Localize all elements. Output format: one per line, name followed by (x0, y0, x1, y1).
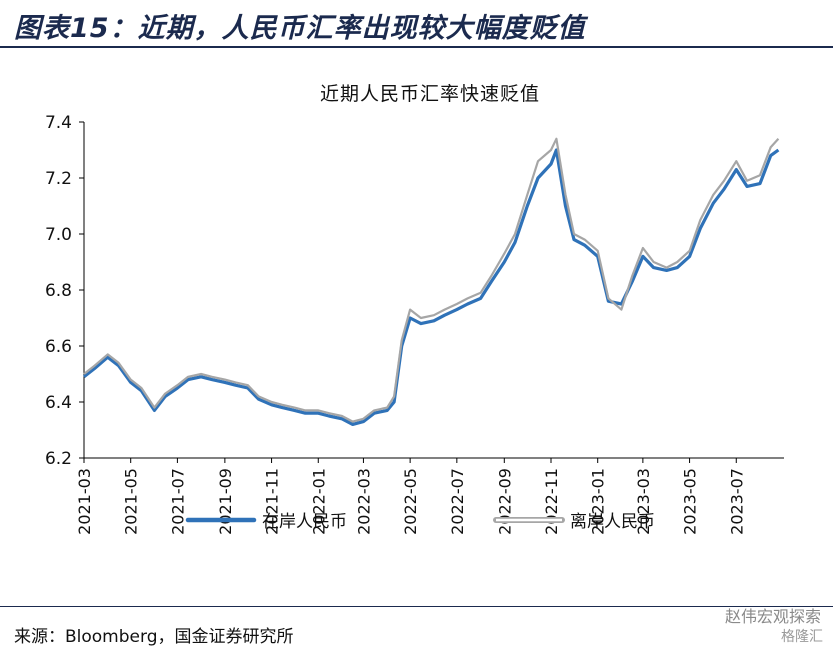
y-tick-label: 7.4 (45, 113, 72, 133)
series-line-offshore (83, 137, 780, 423)
y-tick-label: 6.4 (45, 393, 72, 413)
y-tick-label: 6.2 (45, 449, 72, 469)
x-tick-label: 2022-07 (448, 468, 467, 535)
y-tick-label: 6.8 (45, 281, 72, 301)
watermark-sub: 格隆汇 (781, 629, 823, 645)
figure-title: 图表15：近期，人民币汇率出现较大幅度贬值 (14, 13, 586, 44)
x-tick-label: 2023-01 (589, 468, 608, 535)
x-tick-label: 2023-05 (681, 468, 700, 535)
x-tick-label: 2021-03 (75, 468, 94, 535)
x-tick-label: 2022-09 (495, 468, 514, 535)
legend-label-onshore: 在岸人民币 (262, 512, 347, 532)
title-divider (0, 46, 833, 48)
x-tick-label: 2021-05 (122, 468, 141, 535)
x-axis: 2021-03 2021-05 2021-07 2021-09 2021-11 2022-… (75, 457, 784, 535)
x-tick-label: 2021-07 (168, 468, 187, 535)
source-note: 来源：Bloomberg，国金证券研究所 (14, 627, 294, 647)
watermark: 赵伟宏观探索 (724, 607, 821, 626)
x-tick-label: 2022-03 (354, 468, 373, 535)
legend: 在岸人民币 离岸人民币 (185, 512, 655, 532)
y-tick-label: 7.0 (45, 225, 72, 245)
y-tick-label: 7.2 (45, 169, 72, 189)
x-tick-label: 2023-07 (727, 468, 746, 535)
y-axis: 6.2 6.4 6.6 6.8 7.0 7.2 7.4 (45, 113, 85, 469)
y-tick-label: 6.6 (45, 337, 72, 357)
x-tick-label: 2021-11 (263, 468, 282, 535)
x-tick-label: 2021-09 (216, 468, 235, 535)
series-line-onshore (83, 148, 780, 426)
chart-title: 近期人民币汇率快速贬值 (320, 83, 540, 105)
legend-label-offshore: 离岸人民币 (570, 512, 655, 532)
footer-divider (0, 606, 833, 607)
exchange-rate-chart: 近期人民币汇率快速贬值 6.2 6.4 6.6 6.8 7.0 7.2 7.4 2021-0… (45, 83, 784, 535)
x-tick-label: 2022-05 (401, 468, 420, 535)
x-tick-label: 2023-03 (634, 468, 653, 535)
x-tick-label: 2022-11 (542, 468, 561, 535)
x-tick-label: 2022-01 (309, 468, 328, 535)
series-lines (83, 137, 780, 426)
